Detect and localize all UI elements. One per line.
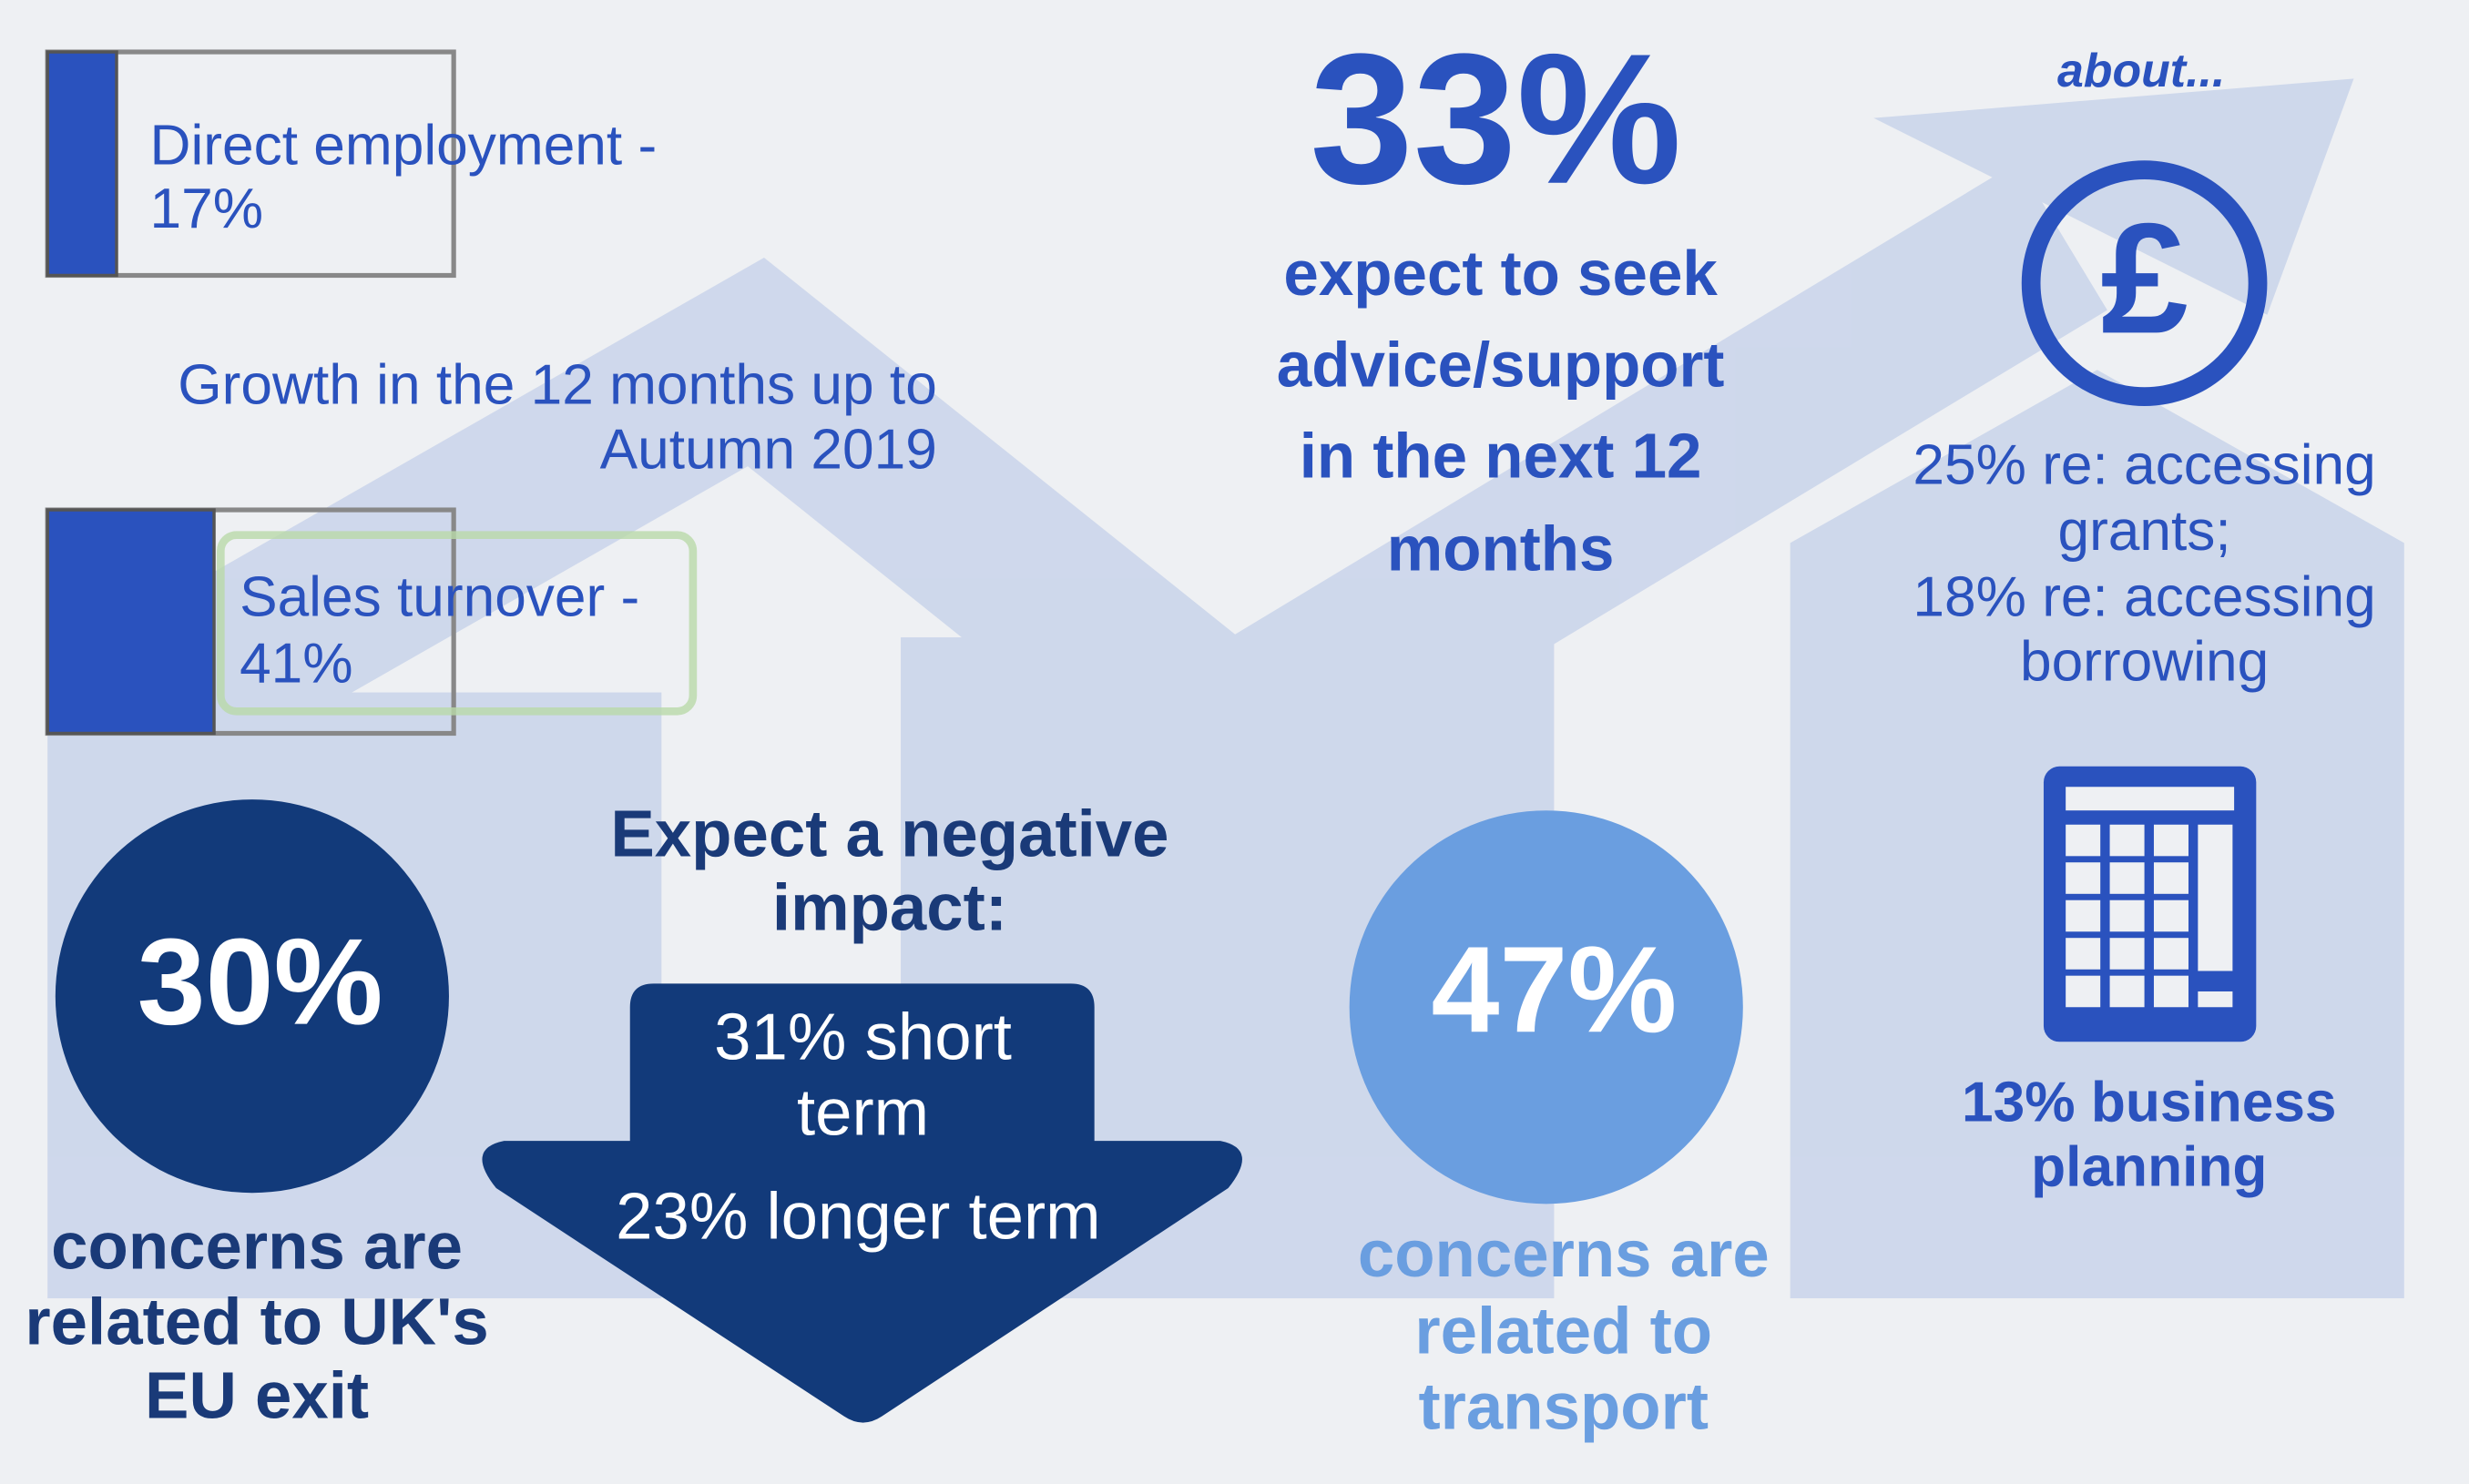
calculator-key — [2198, 991, 2233, 1008]
calculator-key — [2153, 900, 2188, 932]
caption: related to UK's — [25, 1285, 488, 1358]
figure: 33% — [1310, 15, 1681, 223]
bar — [46, 50, 118, 278]
figure: 47% — [1431, 920, 1677, 1058]
highlight — [217, 531, 698, 716]
calculator-key — [2153, 938, 2188, 970]
caption: borrowing — [2020, 631, 2269, 694]
heading: Expect a negative — [610, 797, 1168, 870]
arrow-text: term — [797, 1075, 929, 1149]
caption: transport — [1418, 1370, 1709, 1444]
down-arrow — [482, 983, 1242, 1423]
calculator-key — [2153, 824, 2188, 857]
calculator-key — [2066, 975, 2101, 1008]
bar-label: Direct employment - — [150, 115, 658, 178]
caption: planning — [2031, 1135, 2267, 1198]
calculator-icon — [2043, 766, 2257, 1042]
calculator-key — [2066, 900, 2101, 932]
calculator-key — [2198, 824, 2233, 971]
bar — [46, 508, 216, 736]
bar-label: Sales turnover - — [240, 566, 639, 629]
caption: 18% re: accessing — [1913, 566, 2375, 629]
caption: 13% business — [1962, 1072, 2337, 1134]
circle — [55, 799, 449, 1194]
calculator-key — [2066, 938, 2101, 970]
caption: EU exit — [145, 1359, 369, 1433]
caption: advice/support — [1277, 329, 1725, 400]
arrow-head — [1873, 78, 2354, 315]
caption: expect to seek — [1283, 238, 1718, 309]
caption: in the next 12 — [1300, 421, 1702, 492]
calculator-key — [2066, 862, 2101, 894]
calculator-key — [2109, 824, 2145, 857]
caption: months — [1387, 513, 1615, 584]
arrow-text: 31% short — [714, 1000, 1012, 1073]
heading: impact: — [772, 871, 1007, 945]
calculator-key — [2109, 938, 2145, 970]
arrow-text: 23% longer term — [616, 1180, 1101, 1254]
calculator-key — [2153, 862, 2188, 894]
caption: 25% re: accessing — [1913, 434, 2375, 497]
calculator-key — [2109, 862, 2145, 894]
pound-icon — [2021, 160, 2268, 406]
calculator-key — [2109, 900, 2145, 932]
calculator-keys — [2066, 824, 2233, 1008]
figure: 30% — [138, 913, 383, 1051]
growth-title: Growth in the 12 months up to — [178, 353, 937, 416]
bar-value: 17% — [150, 178, 264, 240]
circle — [1349, 810, 1743, 1204]
growth-title: Autumn 2019 — [600, 418, 937, 481]
heading: about... — [2057, 44, 2225, 97]
calculator-key — [2109, 975, 2145, 1008]
arrow-shaft — [51, 161, 2107, 846]
calculator-screen — [2066, 787, 2235, 811]
pound-symbol: £ — [2101, 190, 2188, 366]
caption: grants; — [2057, 500, 2230, 563]
caption: concerns are — [1358, 1217, 1770, 1291]
calculator-key — [2153, 975, 2188, 1008]
bar-value: 41% — [240, 632, 353, 695]
caption: related to — [1414, 1295, 1712, 1368]
caption: concerns are — [51, 1209, 463, 1283]
calculator-key — [2066, 824, 2101, 857]
